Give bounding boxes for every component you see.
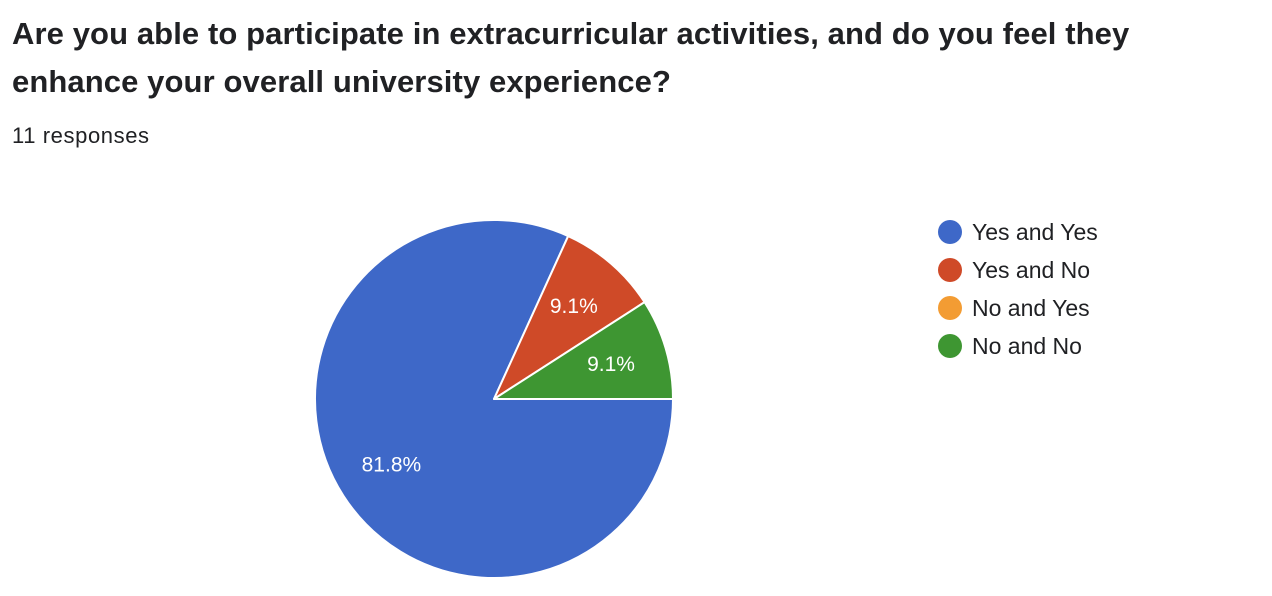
pie-slice-no-and-no[interactable] xyxy=(493,301,674,400)
legend-swatch xyxy=(938,258,962,282)
legend-swatch xyxy=(938,296,962,320)
pie-slices xyxy=(314,219,674,579)
data-label-yes-and-no: 9.1% xyxy=(550,295,598,318)
chart-legend: Yes and Yes Yes and No No and Yes No and No xyxy=(938,213,1098,365)
legend-label: No and Yes xyxy=(972,294,1090,321)
legend-item-yes-and-yes[interactable]: Yes and Yes xyxy=(938,213,1098,251)
legend-swatch xyxy=(938,334,962,358)
legend-label: Yes and No xyxy=(972,256,1091,283)
pie-slice-yes-and-yes[interactable] xyxy=(314,219,674,579)
legend-item-no-and-yes[interactable]: No and Yes xyxy=(938,289,1098,327)
legend-item-yes-and-no[interactable]: Yes and No xyxy=(938,251,1098,289)
question-title: Are you able to participate in extracurr… xyxy=(12,16,1130,99)
data-label-yes-and-yes: 81.8% xyxy=(362,454,422,477)
legend-label: No and No xyxy=(972,332,1082,359)
pie-data-labels: 81.8% 9.1% 9.1% xyxy=(362,295,635,476)
data-label-no-and-no: 9.1% xyxy=(587,353,635,376)
legend-label: Yes and Yes xyxy=(972,218,1098,245)
legend-item-no-and-no[interactable]: No and No xyxy=(938,327,1098,365)
response-count: 11 responses xyxy=(12,123,150,148)
legend-swatch xyxy=(938,220,962,244)
pie-slice-yes-and-no[interactable] xyxy=(493,235,646,400)
